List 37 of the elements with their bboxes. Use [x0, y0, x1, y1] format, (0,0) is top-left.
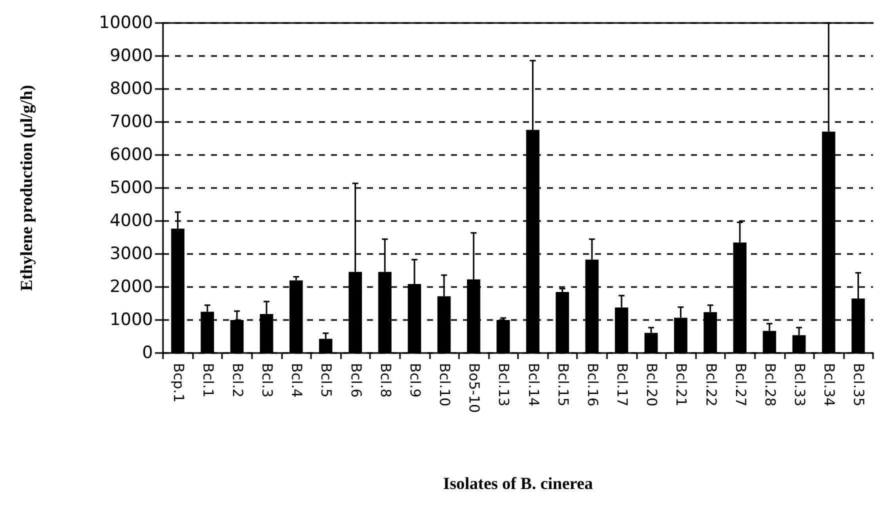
y-tick-label: 1000	[110, 310, 153, 330]
y-tick-label: 3000	[110, 244, 153, 264]
y-tick-label: 6000	[110, 145, 153, 165]
x-tick-label: Bcl.10	[436, 363, 452, 406]
x-tick-label: Bcl.3	[258, 363, 275, 398]
x-tick-label: Bcl.6	[347, 363, 364, 398]
x-tick-label: Bcl.15	[554, 363, 570, 406]
y-axis-title: Ethylene production (µl/g/h)	[17, 85, 36, 291]
x-tick-label: Bcl.35	[850, 363, 866, 406]
x-tick-label: Bcl.16	[584, 363, 600, 407]
x-tick-label: Bcp.1	[170, 363, 186, 403]
x-tick-label: Bcl.1	[199, 363, 216, 398]
x-tick-label: Bcl.13	[495, 363, 512, 406]
x-tick-label: Bcl.5	[318, 363, 334, 398]
x-tick-label: Bcl.27	[732, 363, 748, 406]
y-tick-label: 0	[142, 343, 153, 363]
x-tick-label: Bcl.14	[524, 363, 541, 407]
y-tick-label: 2000	[110, 277, 153, 297]
y-tick-label: 7000	[110, 112, 153, 132]
x-tick-label: Bcl.28	[761, 363, 778, 406]
y-tick-label: 5000	[110, 178, 153, 198]
x-tick-label: Bo5-10	[466, 363, 482, 413]
y-tick-label: 8000	[110, 79, 153, 99]
x-tick-label: Bcl.22	[702, 363, 718, 406]
y-tick-label: 4000	[110, 211, 153, 231]
y-tick-label: 10000	[98, 13, 153, 33]
x-tick-label: Bcl.4	[288, 363, 304, 398]
x-tick-label: Bcl.34	[820, 363, 837, 407]
x-tick-label: Bcl.17	[614, 363, 630, 406]
x-tick-label: Bcl.21	[672, 363, 689, 406]
x-tick-label: Bcl.2	[228, 363, 245, 398]
x-tick-label: Bcl.33	[791, 363, 808, 406]
y-tick-label: 9000	[110, 46, 153, 66]
x-tick-label: Bcl.20	[643, 363, 660, 406]
x-axis-title: Isolates of B. cinerea	[443, 474, 594, 493]
x-tick-label: Bcl.9	[406, 363, 422, 398]
x-tick-label: Bcl.8	[376, 363, 393, 398]
